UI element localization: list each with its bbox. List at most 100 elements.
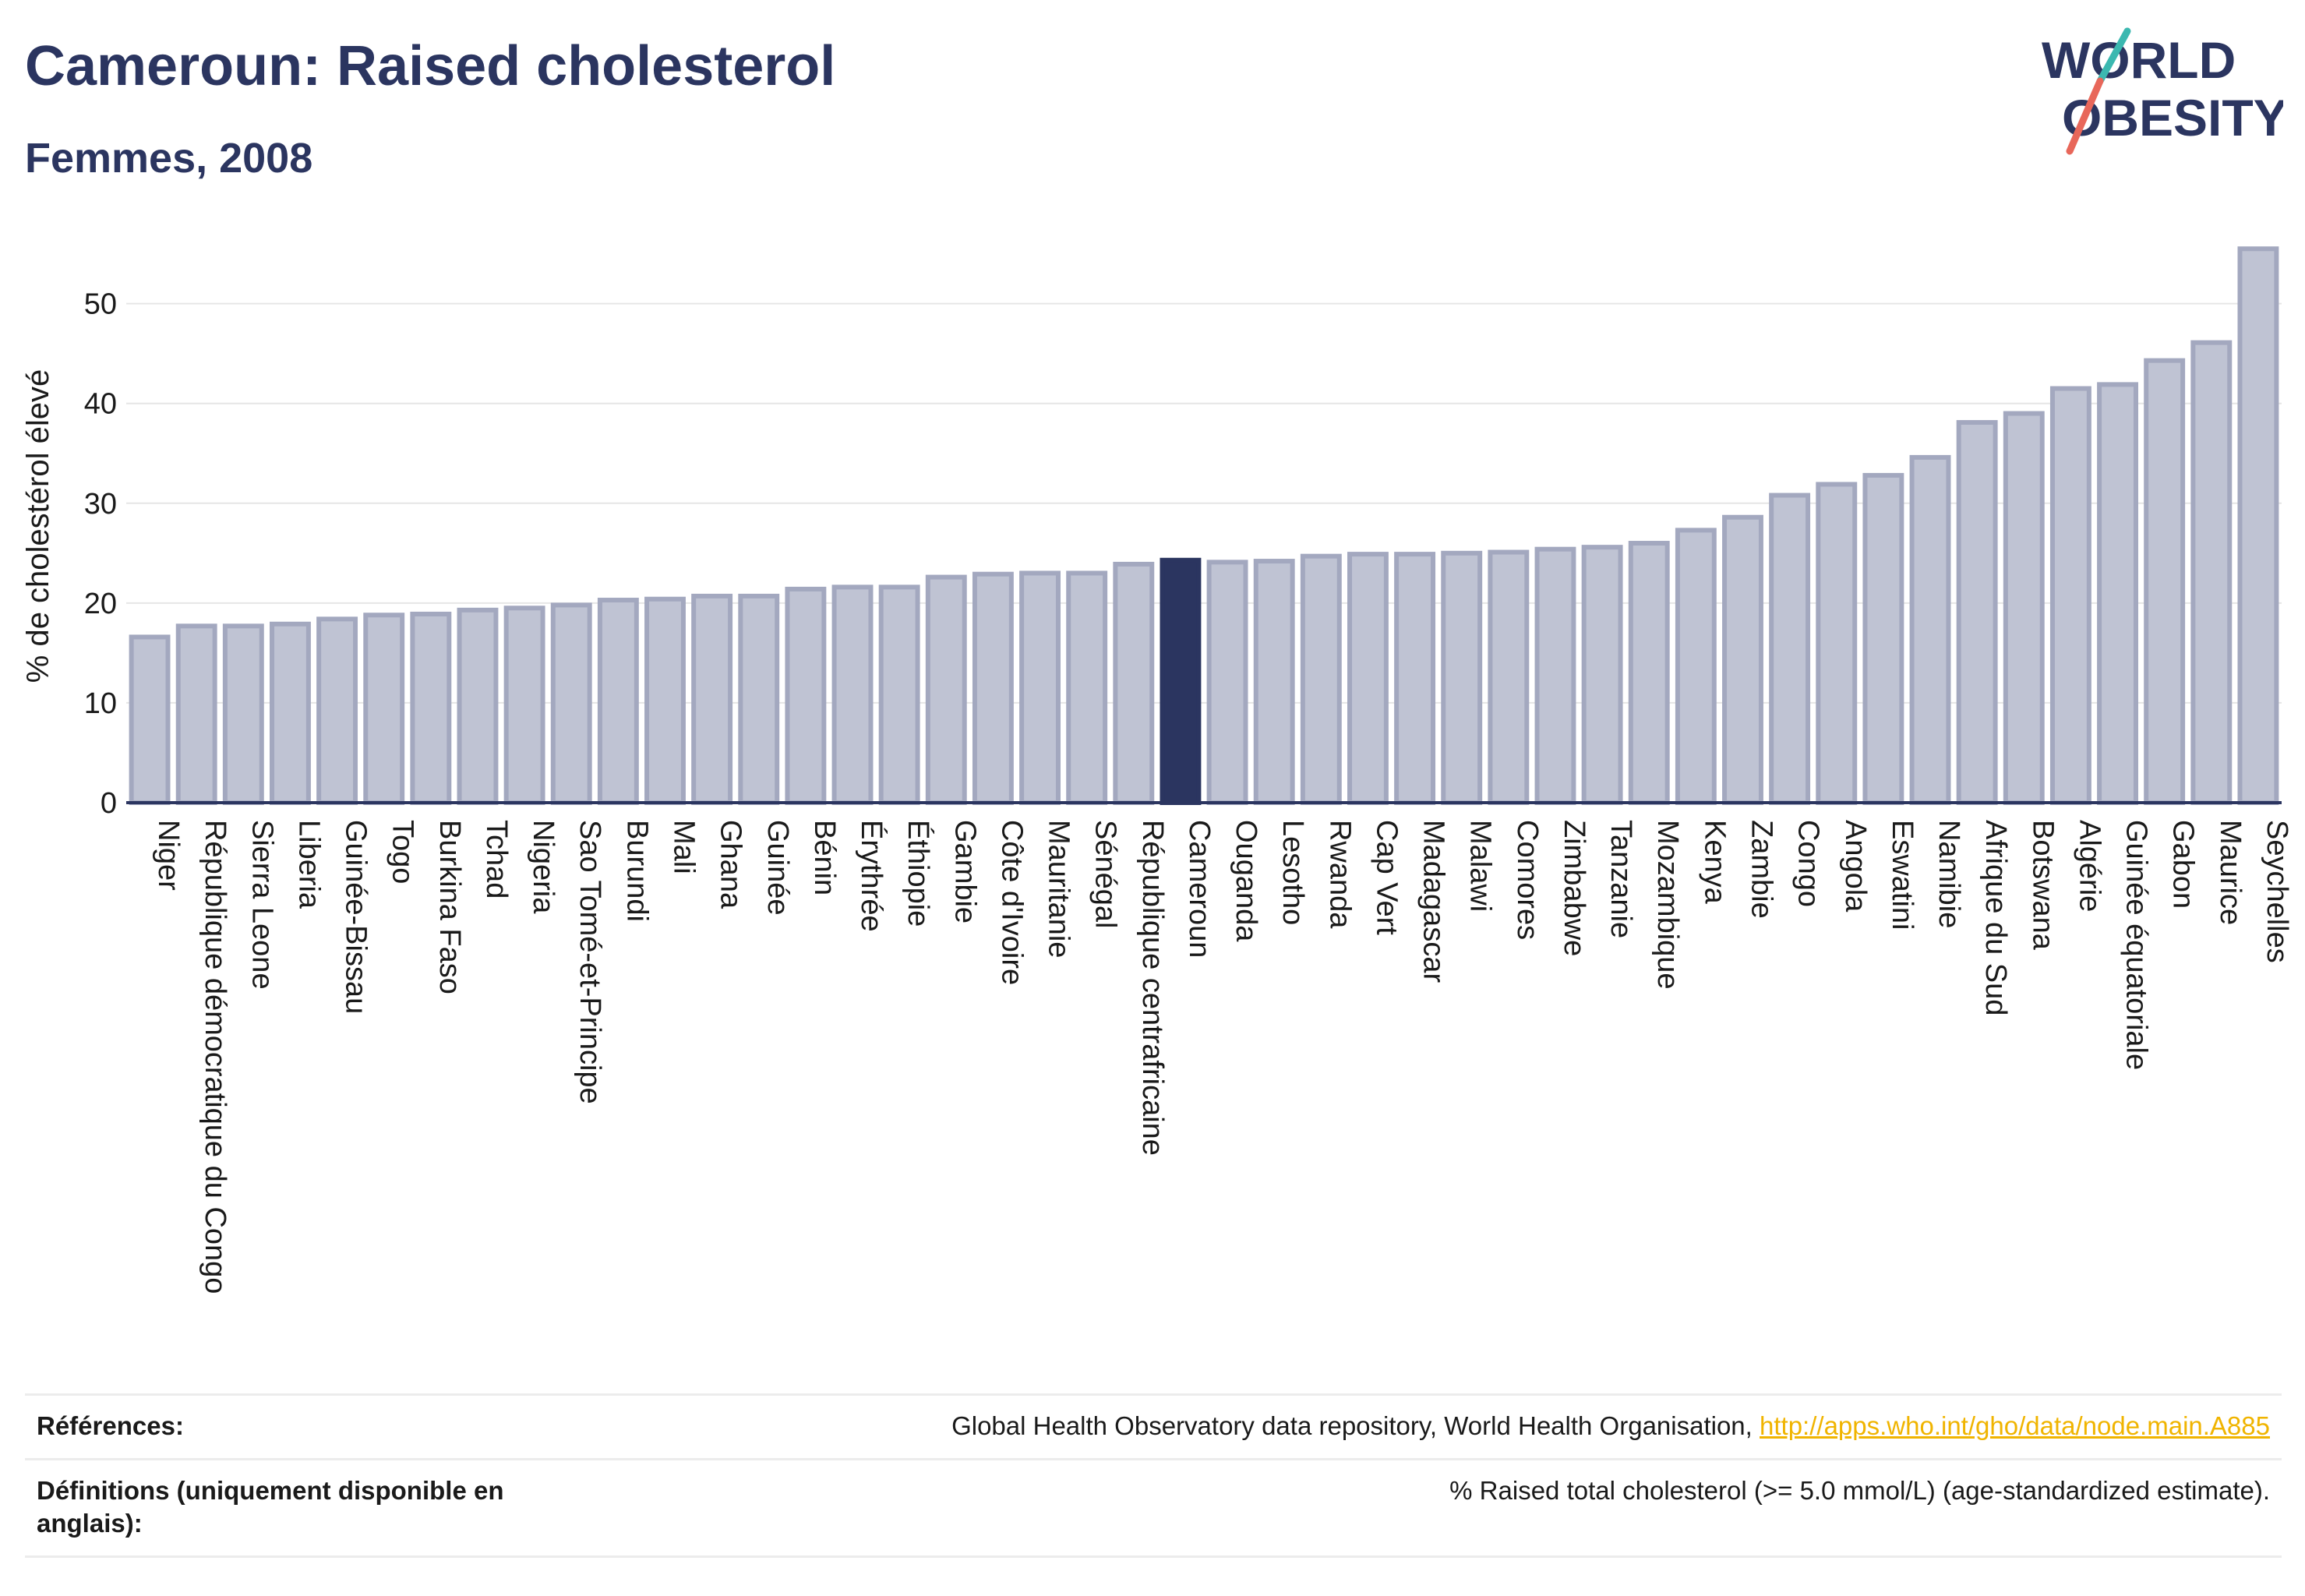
definitions-text: % Raised total cholesterol (>= 5.0 mmol/… xyxy=(1449,1476,2270,1505)
x-tick-label: Guinée équatoriale xyxy=(2120,820,2153,1070)
logo-line1: WORLD xyxy=(2042,31,2236,89)
x-tick-label: République démocratique du Congo xyxy=(199,820,231,1294)
x-tick-label: Rwanda xyxy=(1323,820,1356,929)
bar[interactable] xyxy=(738,593,780,805)
bar[interactable] xyxy=(1581,545,1623,805)
bar-highlight[interactable] xyxy=(1160,557,1202,805)
bar[interactable] xyxy=(363,613,405,806)
bar[interactable] xyxy=(1862,472,1904,805)
bar[interactable] xyxy=(550,602,592,806)
y-tick-label: 0 xyxy=(101,787,117,820)
definitions-row: Définitions (uniquement disponible en an… xyxy=(25,1458,2282,1558)
x-tick-label: Togo xyxy=(387,820,419,884)
bar[interactable] xyxy=(831,584,874,805)
x-tick-label: Niger xyxy=(152,820,185,891)
bar[interactable] xyxy=(1300,553,1342,805)
x-tick-label: Guinée-Bissau xyxy=(340,820,372,1014)
bar[interactable] xyxy=(1956,420,1998,805)
bar[interactable] xyxy=(878,584,920,805)
bar[interactable] xyxy=(2003,411,2045,805)
references-link[interactable]: http://apps.who.int/gho/data/node.main.A… xyxy=(1760,1411,2270,1440)
x-tick-label: Zimbabwe xyxy=(1558,820,1590,956)
bar[interactable] xyxy=(691,593,733,805)
bar[interactable] xyxy=(597,598,639,805)
bar[interactable] xyxy=(1816,482,1858,805)
y-tick-label: 40 xyxy=(84,388,117,421)
bar[interactable] xyxy=(2190,340,2233,805)
bar[interactable] xyxy=(972,571,1014,805)
bar[interactable] xyxy=(1113,561,1155,805)
bar[interactable] xyxy=(316,616,358,806)
bar[interactable] xyxy=(2049,386,2091,805)
x-tick-label: Ouganda xyxy=(1230,820,1262,942)
axes: 0 10 20 30 40 50 Niger République démocratique … xyxy=(84,288,2293,1294)
bar[interactable] xyxy=(2097,382,2138,805)
logo-slash-coral xyxy=(2066,77,2104,155)
x-tick-label: Tanzanie xyxy=(1604,820,1637,938)
y-tick-label: 10 xyxy=(84,687,117,720)
y-tick-label: 20 xyxy=(84,588,117,620)
bar[interactable] xyxy=(175,623,217,805)
y-tick-label: 30 xyxy=(84,488,117,521)
bar[interactable] xyxy=(2144,358,2186,806)
x-tick-label: Cap Vert xyxy=(1370,820,1403,935)
x-tick-label: Eswatini xyxy=(1886,820,1918,930)
bar[interactable] xyxy=(1347,552,1389,805)
x-tick-label: Burkina Faso xyxy=(433,820,466,994)
bar[interactable] xyxy=(410,611,452,806)
x-tick-label: Madagascar xyxy=(1417,820,1450,983)
bar[interactable] xyxy=(457,607,499,806)
bar[interactable] xyxy=(1066,570,1108,805)
world-obesity-logo: WORLD OBESITY xyxy=(2042,27,2283,155)
x-tick-label: Nigeria xyxy=(527,820,559,914)
y-axis-label: % de cholestérol élevé xyxy=(21,369,55,683)
bar[interactable] xyxy=(1206,560,1248,805)
bar[interactable] xyxy=(270,621,311,806)
x-tick-label: Éthiopie xyxy=(902,820,935,927)
bar[interactable] xyxy=(1769,493,1811,805)
chart-subtitle: Femmes, 2008 xyxy=(25,135,313,182)
bar[interactable] xyxy=(1722,514,1763,805)
bar[interactable] xyxy=(1534,546,1576,805)
bar-chart: 0 10 20 30 40 50 Niger République démocratique … xyxy=(21,246,2293,1294)
x-tick-label: Cameroun xyxy=(1183,820,1216,958)
bar[interactable] xyxy=(1441,550,1483,805)
x-tick-label: Mauritanie xyxy=(1043,820,1075,958)
bar[interactable] xyxy=(925,574,967,805)
x-tick-label: Sierra Leone xyxy=(245,820,278,990)
bar[interactable] xyxy=(222,623,264,805)
x-tick-label: Lesotho xyxy=(1276,820,1309,925)
x-tick-label: Bénin xyxy=(808,820,841,895)
y-tick-label: 50 xyxy=(84,288,117,321)
x-tick-label: Maurice xyxy=(2214,820,2247,925)
bar[interactable] xyxy=(1488,549,1530,805)
x-tick-label: Gabon xyxy=(2167,820,2200,909)
references-table: Références: Global Health Observatory da… xyxy=(25,1393,2282,1558)
bar[interactable] xyxy=(1394,552,1436,805)
references-value: Global Health Observatory data repositor… xyxy=(951,1410,2270,1442)
logo-slash-teal xyxy=(2096,27,2131,85)
x-tick-label: Guinée xyxy=(761,820,794,916)
x-tick-label: Malawi xyxy=(1464,820,1497,912)
x-tick-label: Kenya xyxy=(1698,820,1731,905)
x-tick-label: Congo xyxy=(1792,820,1825,907)
bar[interactable] xyxy=(1909,454,1951,805)
definitions-label: Définitions (uniquement disponible en an… xyxy=(37,1476,504,1538)
x-tick-label: Botswana xyxy=(2026,820,2059,951)
bars xyxy=(129,246,2279,806)
x-tick-label: Gambie xyxy=(948,820,981,923)
bar[interactable] xyxy=(644,596,686,805)
x-tick-label: Érythrée xyxy=(855,820,888,932)
x-tick-label: Zambie xyxy=(1746,820,1778,919)
bar[interactable] xyxy=(1019,570,1061,805)
x-tick-label: Afrique du Sud xyxy=(1979,820,2012,1015)
bar[interactable] xyxy=(1253,559,1295,805)
bar[interactable] xyxy=(1675,528,1717,805)
x-tick-label: Comores xyxy=(1511,820,1544,940)
bar[interactable] xyxy=(2237,246,2279,806)
x-tick-label: Algérie xyxy=(2073,820,2106,912)
bar[interactable] xyxy=(503,606,545,806)
bar[interactable] xyxy=(129,634,171,805)
bar[interactable] xyxy=(1628,541,1670,805)
bar[interactable] xyxy=(785,586,827,805)
